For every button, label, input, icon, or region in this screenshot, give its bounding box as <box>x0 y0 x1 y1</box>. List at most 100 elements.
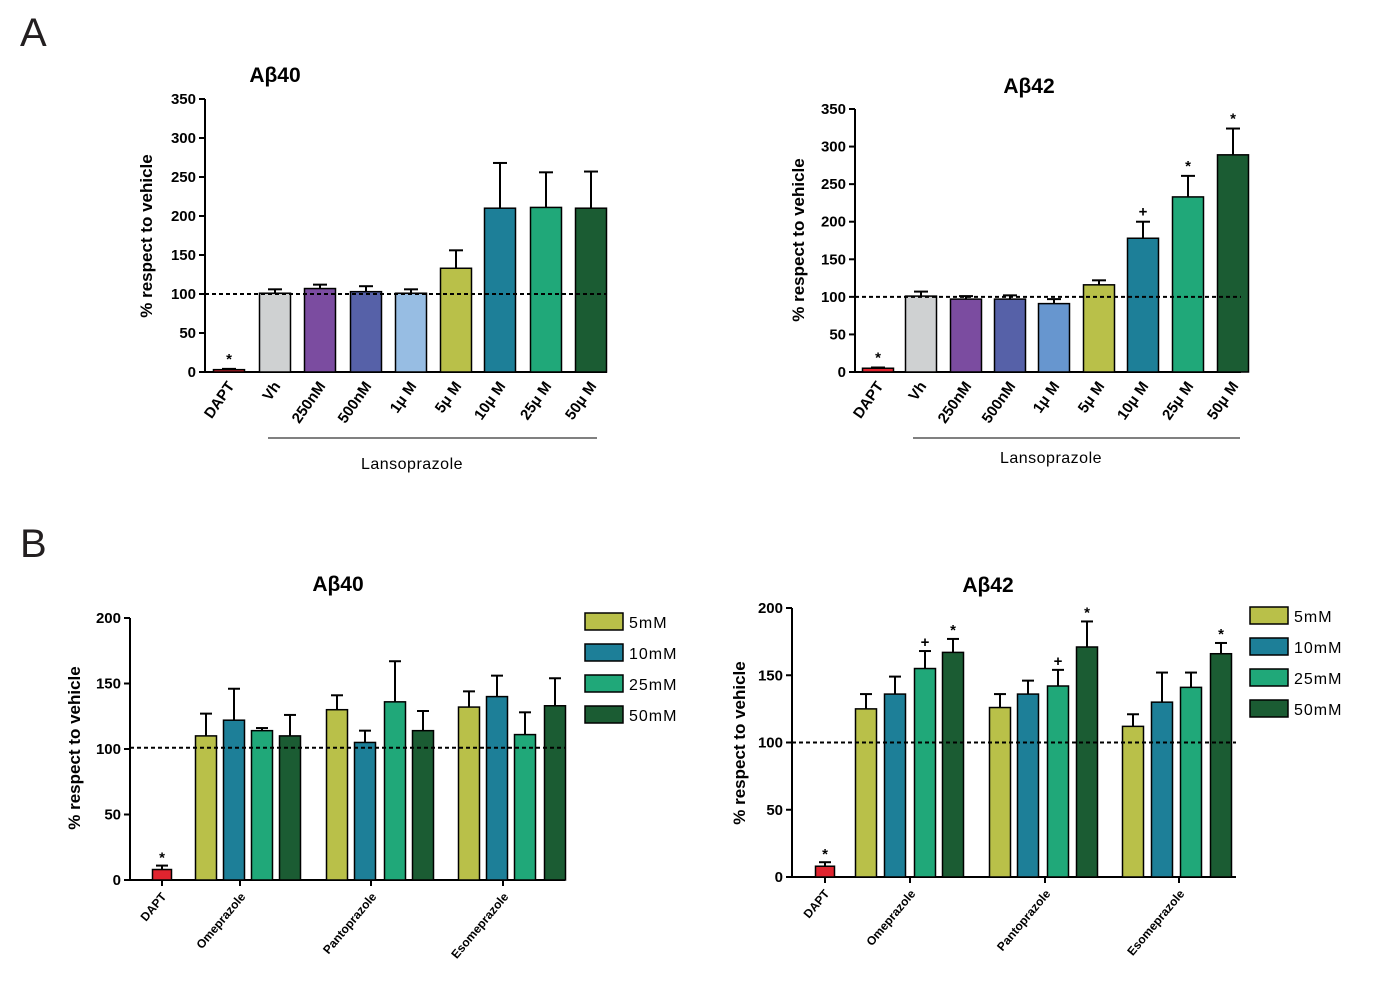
bar <box>349 290 383 373</box>
x-tick-label: Pantoprazole <box>320 890 379 957</box>
x-tick-label: DAPT <box>138 889 170 924</box>
x-tick-label: Vh <box>259 379 284 404</box>
bar <box>1171 196 1205 373</box>
bar <box>1150 701 1174 878</box>
bar <box>258 292 292 373</box>
bar <box>513 733 537 881</box>
bar-dapt <box>814 865 836 878</box>
bar <box>941 651 965 878</box>
x-tick-label: 5μ M <box>1075 379 1109 417</box>
x-tick-label: DAPT <box>801 886 833 921</box>
bar <box>222 719 246 881</box>
significance-marker: + <box>1054 653 1063 670</box>
legend-label: 10mM <box>629 646 677 663</box>
x-tick-label: 250nM <box>289 379 330 427</box>
significance-marker: * <box>159 850 165 867</box>
y-axis-label: % respect to vehicle <box>137 154 156 317</box>
bar <box>394 292 428 373</box>
y-tick-label: 0 <box>188 364 196 381</box>
legend-swatch <box>584 674 624 693</box>
bar <box>1082 284 1116 373</box>
significance-marker: * <box>950 622 956 639</box>
significance-marker: * <box>226 351 232 368</box>
bar <box>904 295 938 373</box>
panel-label-b: B <box>20 522 47 566</box>
bar <box>1121 725 1145 878</box>
x-tick-label: 500nM <box>335 379 376 427</box>
legend-label: 25mM <box>629 677 677 694</box>
chart-a-abeta40: Aβ40 % respect to vehicle 0 50 100 150 200 250 3… <box>137 64 608 473</box>
legend-swatch <box>584 612 624 631</box>
bar <box>543 705 567 881</box>
y-tick-label: 150 <box>96 676 121 693</box>
legend-swatch <box>1249 699 1289 718</box>
bar <box>1209 652 1233 878</box>
bar <box>353 741 377 881</box>
y-tick-label: 50 <box>829 326 846 343</box>
legend-label: 5mM <box>1294 609 1333 626</box>
bar <box>325 708 349 881</box>
bar <box>861 367 895 373</box>
legend-label: 10mM <box>1294 640 1342 657</box>
y-tick-label: 250 <box>821 176 846 193</box>
legend-swatch <box>1249 637 1289 656</box>
bar <box>854 708 878 878</box>
legend-label: 25mM <box>1294 671 1342 688</box>
x-tick-label: 1μ M <box>1030 379 1064 417</box>
bar <box>993 298 1027 373</box>
x-tick-label: 500nM <box>979 379 1020 427</box>
x-tick-label: Vh <box>905 379 930 404</box>
bar <box>483 207 517 373</box>
bar <box>457 706 481 881</box>
legend-swatch <box>584 705 624 724</box>
y-tick-label: 200 <box>758 600 783 617</box>
x-tick-label: 25μ M <box>517 379 555 424</box>
chart-title: Aβ40 <box>312 573 363 596</box>
bar <box>949 298 983 373</box>
significance-marker: * <box>822 846 828 863</box>
bar <box>1046 685 1070 878</box>
chart-title: Aβ42 <box>962 574 1013 597</box>
bar <box>529 206 563 373</box>
x-tick-label: DAPT <box>201 379 238 422</box>
y-tick-label: 100 <box>758 735 783 752</box>
bar <box>913 667 937 878</box>
x-tick-label: Esomeprazole <box>448 890 511 962</box>
y-axis-label: % respect to vehicle <box>789 158 808 321</box>
y-tick-label: 150 <box>758 667 783 684</box>
x-tick-label: Omeprazole <box>193 890 248 952</box>
bar <box>574 207 608 373</box>
bar <box>250 729 274 881</box>
y-tick-label: 0 <box>838 364 846 381</box>
chart-title: Aβ40 <box>249 64 300 87</box>
x-tick-label: 10μ M <box>471 379 509 424</box>
y-axis-label: % respect to vehicle <box>730 661 749 824</box>
bar <box>1216 154 1250 373</box>
bar <box>303 287 337 373</box>
x-tick-label: 1μ M <box>387 379 421 417</box>
y-tick-label: 300 <box>821 139 846 156</box>
y-tick-label: 350 <box>821 101 846 118</box>
x-tick-label: Omeprazole <box>863 887 918 949</box>
legend-label: 50mM <box>1294 702 1342 719</box>
y-tick-label: 50 <box>766 802 783 819</box>
x-tick-label: Pantoprazole <box>994 887 1053 954</box>
significance-marker: * <box>875 349 881 366</box>
y-tick-label: 100 <box>821 289 846 306</box>
significance-marker: + <box>921 634 930 651</box>
y-tick-label: 100 <box>171 286 196 303</box>
bar <box>383 701 407 881</box>
x-tick-label: Esomeprazole <box>1124 887 1187 959</box>
bar <box>1179 686 1203 878</box>
y-tick-label: 250 <box>171 169 196 186</box>
chart-a-abeta42: Aβ42 % respect to vehicle 0 50 100 150 200 250 3… <box>789 75 1250 467</box>
bar <box>1037 302 1071 373</box>
x-tick-label: DAPT <box>850 379 887 422</box>
x-tick-label: 50μ M <box>562 379 600 424</box>
y-tick-label: 200 <box>96 610 121 627</box>
legend-label: 50mM <box>629 708 677 725</box>
x-tick-label: 50μ M <box>1204 379 1242 424</box>
y-tick-label: 300 <box>171 130 196 147</box>
y-tick-label: 0 <box>775 869 783 886</box>
